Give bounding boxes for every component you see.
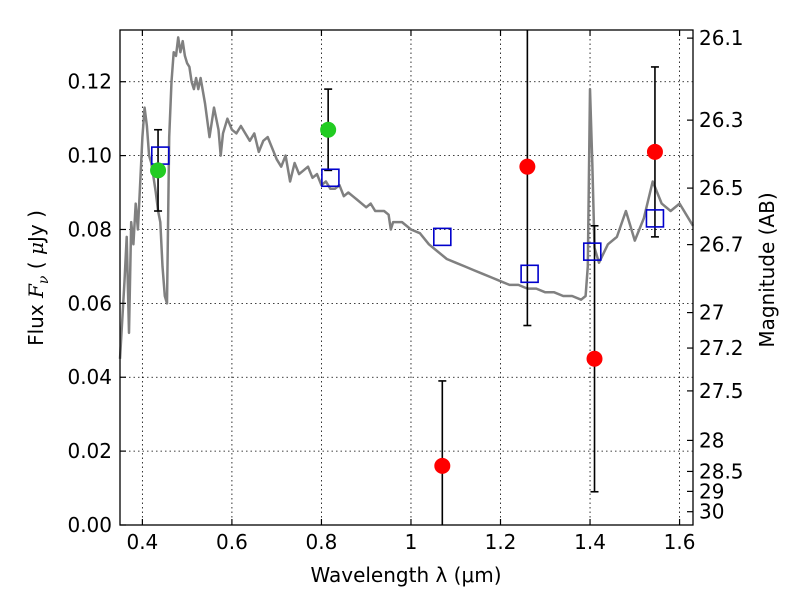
y2-tick-label: 27 bbox=[699, 301, 724, 325]
y-tick-label: 0.10 bbox=[67, 144, 112, 168]
observed-point bbox=[586, 350, 603, 367]
x-tick-label: 0.6 bbox=[216, 530, 248, 554]
model-photometry-square bbox=[321, 168, 340, 188]
y-tick-label: 0.04 bbox=[67, 365, 112, 389]
y2-tick-label: 27.5 bbox=[699, 379, 744, 403]
plot-frame bbox=[119, 29, 694, 526]
model-photometry-square bbox=[645, 209, 665, 228]
y2-tick-label: 27.2 bbox=[699, 336, 744, 360]
x-axis-label: Wavelength λ (μm) bbox=[310, 563, 501, 587]
y2-tick-label: 26.3 bbox=[699, 108, 744, 132]
ticks: 0.4 0.6 0.8 1 1.2 1.4 1.6 0.00 0.02 0.04 0.06 0.08 0… bbox=[67, 26, 743, 554]
series-layer bbox=[118, 30, 695, 525]
model-photometry-square bbox=[433, 227, 452, 247]
y-axis-label: Flux Fν ( μJy ) bbox=[24, 210, 52, 346]
x-tick-label: 1.2 bbox=[485, 530, 517, 554]
y-tick-label: 0.08 bbox=[67, 217, 112, 241]
y2-axis-label: Magnitude (AB) bbox=[755, 192, 779, 347]
observed-point bbox=[519, 158, 536, 175]
x-tick-label: 1.6 bbox=[664, 530, 696, 554]
x-tick-label: 1 bbox=[405, 530, 418, 554]
y2-tick-label: 26.1 bbox=[699, 26, 744, 50]
y2-tick-label: 26.5 bbox=[699, 176, 744, 200]
y2-tick-label: 29 bbox=[699, 479, 724, 503]
observed-point bbox=[434, 457, 451, 474]
model-spectrum-line bbox=[118, 36, 695, 359]
x-tick-label: 1.4 bbox=[574, 530, 606, 554]
model-photometry-square bbox=[520, 264, 539, 284]
observed-point bbox=[646, 143, 663, 160]
model-photometry-square bbox=[582, 242, 602, 261]
y-tick-label: 0.00 bbox=[67, 513, 112, 537]
y-tick-label: 0.12 bbox=[67, 70, 112, 94]
x-tick-label: 0.8 bbox=[306, 530, 338, 554]
x-tick-label: 0.4 bbox=[126, 530, 158, 554]
y-tick-label: 0.02 bbox=[67, 439, 112, 463]
y2-tick-label: 28 bbox=[699, 428, 724, 452]
y-tick-label: 0.06 bbox=[67, 291, 112, 315]
y2-tick-label: 26.7 bbox=[699, 233, 744, 257]
detection-point bbox=[150, 162, 167, 179]
y2-tick-label: 28.5 bbox=[699, 459, 744, 483]
detection-point bbox=[320, 121, 337, 138]
y2-tick-label: 30 bbox=[699, 500, 724, 524]
